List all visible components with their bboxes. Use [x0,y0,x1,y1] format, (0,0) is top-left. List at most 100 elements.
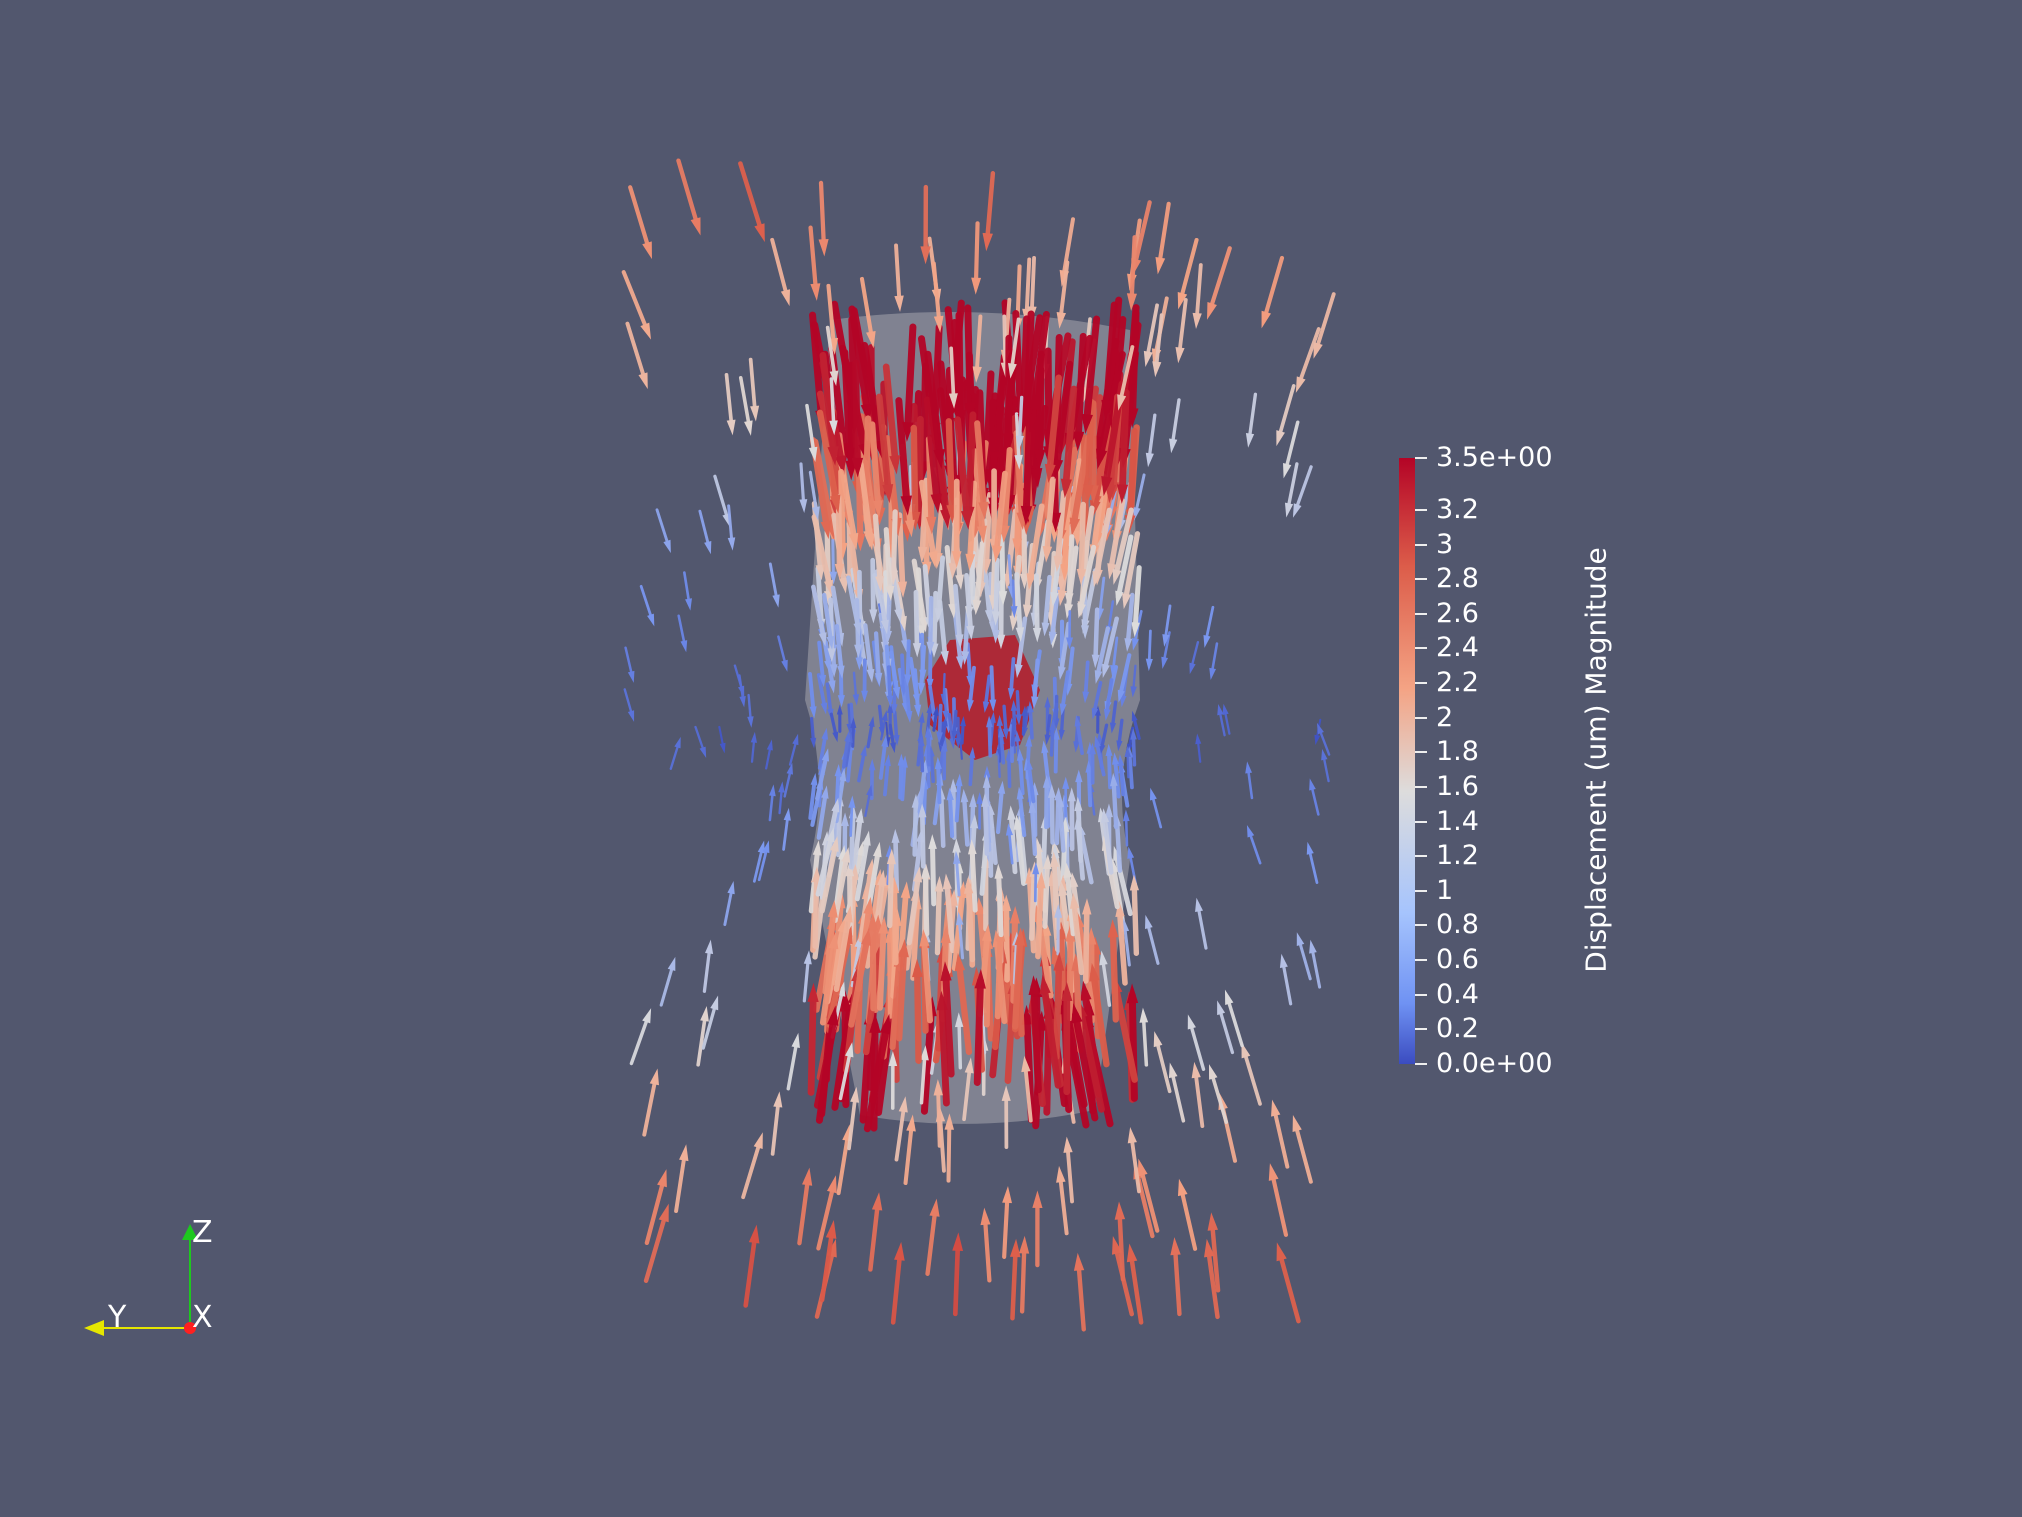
displacement-arrow-head [1283,463,1291,478]
displacement-arrow [1272,1173,1286,1235]
displacement-arrow-head [1293,503,1302,518]
colorbar-tick-label: 0.0e+00 [1436,1049,1553,1079]
displacement-arrow-head [804,950,812,964]
displacement-arrow-head [980,1208,990,1226]
displacement-arrow [1296,467,1311,510]
displacement-arrow [1020,756,1023,793]
displacement-arrow-head [1277,1242,1287,1261]
displacement-arrow [999,873,1002,935]
displacement-arrow-head [1314,735,1320,745]
displacement-arrow [1032,871,1035,938]
displacement-arrow-head [819,239,829,257]
displacement-arrow [1195,1071,1202,1126]
x-axis-label: X [192,1303,213,1333]
displacement-arrow-head [750,406,759,422]
displacement-arrow [914,428,915,519]
displacement-arrow [949,421,952,512]
displacement-arrow [1081,504,1083,575]
displacement-arrow [741,378,750,427]
colorbar-tick-label: 1.8 [1436,737,1479,767]
colorbar-title: Displacement (um) Magnitude [1580,547,1613,973]
displacement-arrow-head [1296,376,1306,393]
displacement-arrow-head [1128,1127,1137,1143]
colorbar-tick [1415,682,1427,684]
displacement-arrow [630,187,649,249]
displacement-arrow-head [1297,932,1304,946]
displacement-arrow [1172,400,1179,445]
displacement-arrow-head [1127,1244,1137,1263]
displacement-arrow [746,1236,755,1306]
colorbar-tick-label: 2 [1436,703,1453,733]
displacement-arrow [931,752,933,781]
displacement-arrow [676,1154,685,1211]
displacement-arrow-head [792,1033,800,1048]
displacement-arrow-head [659,1204,669,1223]
displacement-arrow-head [754,223,764,242]
displacement-arrow-head [754,1132,763,1149]
colorbar-tick-label: 0.4 [1436,980,1479,1010]
displacement-arrow [917,970,918,1061]
displacement-arrow-head [983,233,993,251]
displacement-arrow-head [1188,1014,1196,1029]
displacement-arrow-head [799,499,807,513]
z-axis-label: Z [192,1218,213,1248]
displacement-arrow [1279,386,1294,437]
displacement-arrow [977,981,980,1083]
displacement-arrow-head [872,1192,882,1210]
displacement-arrow [1283,962,1291,1004]
displacement-arrow-head [674,737,680,749]
displacement-arrow-head [1115,1202,1125,1220]
colorbar-tick [1415,578,1427,580]
displacement-arrow-head [1293,1115,1302,1132]
displacement-arrow-head [1269,1163,1279,1181]
displacement-arrow [1159,204,1168,264]
displacement-arrow [624,272,648,330]
displacement-arrow [678,161,697,226]
displacement-arrow [893,1253,900,1322]
displacement-arrow [1136,475,1144,513]
displacement-arrow-head [751,732,757,743]
displacement-arrow [928,1209,936,1274]
displacement-arrow-head [727,420,736,436]
displacement-arrow [1198,906,1206,948]
displacement-arrow [959,1021,960,1067]
displacement-arrow-head [1150,788,1157,801]
displacement-arrow [657,510,668,546]
displacement-arrow [873,923,874,1008]
displacement-arrow [968,644,970,680]
colorbar-tick [1415,509,1427,511]
displacement-arrow [1056,735,1057,772]
displacement-arrow-head [1262,311,1271,329]
displacement-arrow-head [1146,453,1154,467]
displacement-arrow [1040,354,1042,457]
displacement-arrow [1143,1017,1146,1065]
displacement-arrow-head [720,743,726,754]
displacement-arrow-head [1193,313,1202,329]
displacement-arrow [1299,329,1319,384]
displacement-arrow [772,240,787,297]
displacement-arrow [928,733,929,765]
displacement-arrow [700,511,709,547]
displacement-arrow-head [1208,1212,1218,1230]
displacement-arrow [920,419,921,518]
displacement-arrow [1034,987,1038,1090]
displacement-arrow [1133,735,1134,765]
displacement-arrow-head [952,1232,963,1251]
displacement-arrow-head [1225,990,1233,1005]
displacement-arrow [1052,793,1053,843]
displacement-arrow-head [642,241,652,259]
displacement-arrow-head [767,740,773,751]
displacement-arrow-head [792,734,798,745]
displacement-arrow [1032,808,1035,854]
displacement-arrow [1309,849,1317,882]
displacement-arrow [1132,237,1135,300]
displacement-arrow [1147,923,1157,963]
displacement-arrow [950,795,952,836]
colorbar-tick-label: 0.8 [1436,910,1479,940]
displacement-arrow-head [1195,734,1201,745]
displacement-arrow [1316,294,1333,349]
displacement-arrow [991,667,993,704]
colorbar-tick-label: 2.8 [1436,564,1479,594]
displacement-arrow-head [920,246,930,264]
